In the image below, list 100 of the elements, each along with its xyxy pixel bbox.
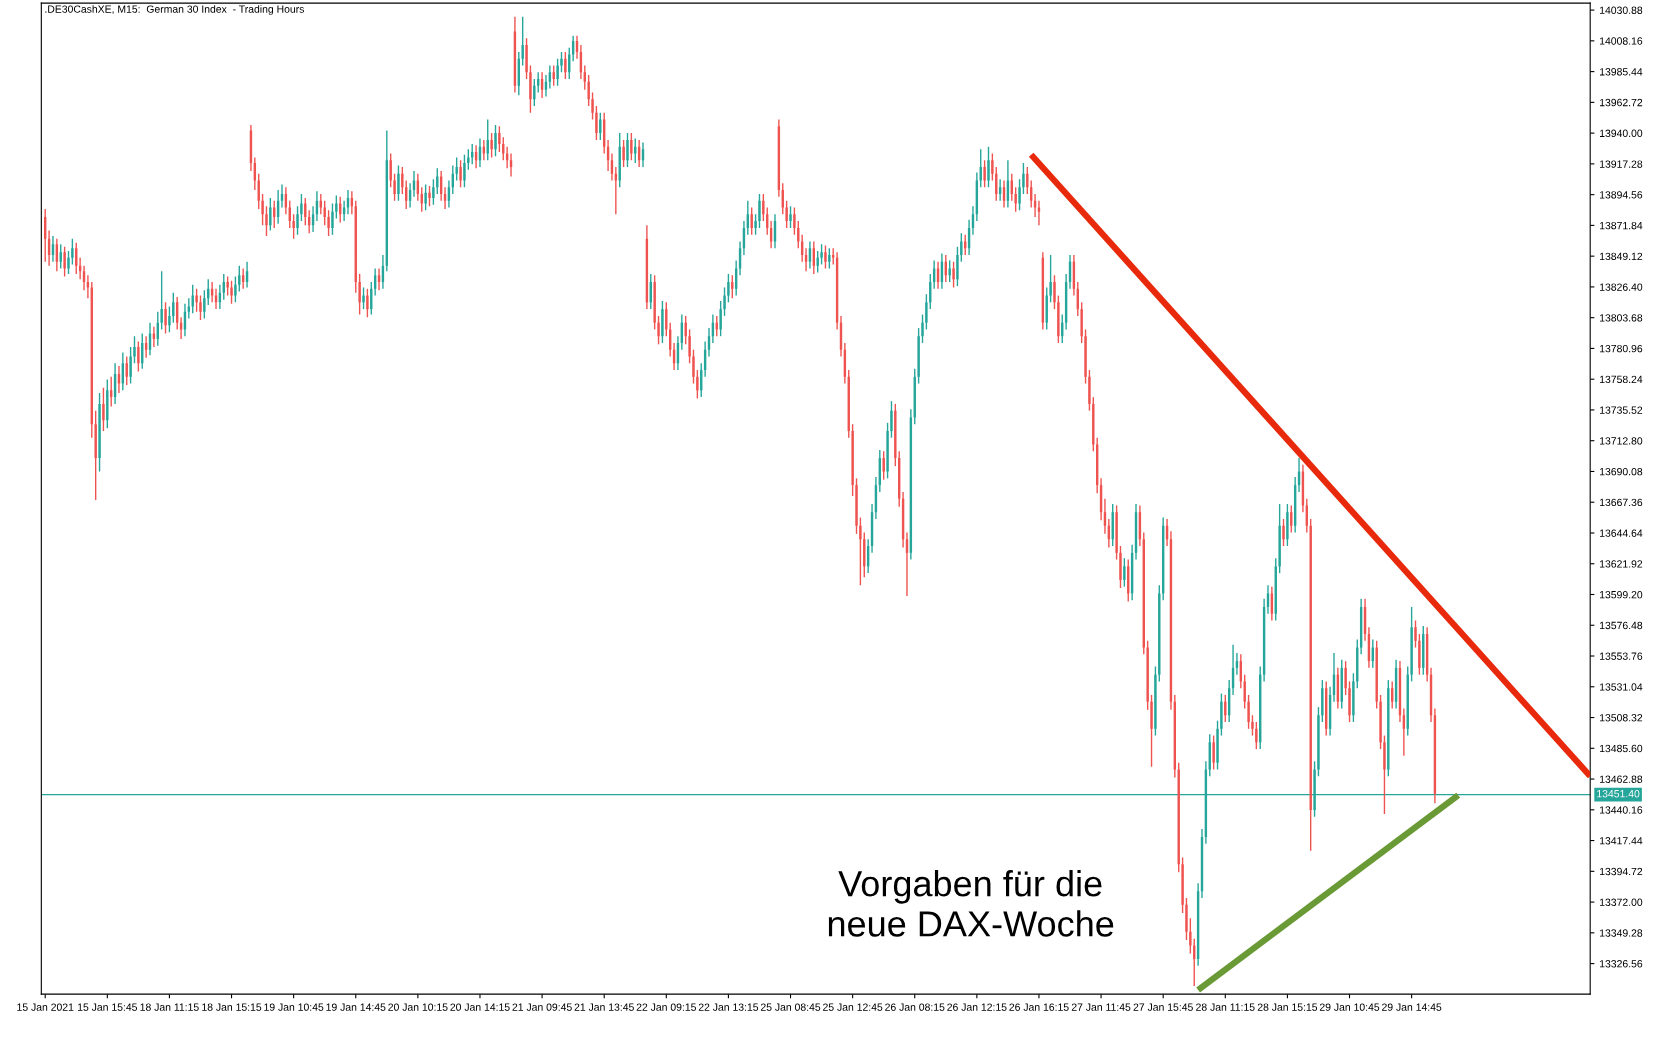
- x-tick-label: 26 Jan 08:15: [885, 1003, 945, 1011]
- candlestick: [719, 300, 722, 337]
- candlestick: [1348, 680, 1351, 723]
- y-tick-label: 13349.28: [1600, 929, 1643, 937]
- candlestick: [1387, 679, 1390, 777]
- candlestick: [521, 15, 524, 67]
- candlestick: [1220, 692, 1223, 737]
- candlestick: [71, 238, 74, 266]
- x-tick-label: 21 Jan 13:45: [574, 1003, 634, 1011]
- candlestick: [894, 403, 897, 467]
- y-tick-label: 13621.92: [1600, 560, 1643, 568]
- x-tick-label: 28 Jan 15:15: [1257, 1003, 1318, 1011]
- candlestick: [890, 400, 893, 439]
- candlestick: [917, 327, 920, 385]
- candlestick: [595, 105, 598, 141]
- candlestick: [203, 289, 206, 320]
- candlestick: [622, 139, 625, 168]
- candlestick: [1247, 694, 1250, 730]
- candlestick: [195, 288, 198, 313]
- candlestick: [793, 206, 796, 236]
- y-tick-label: 13826.40: [1600, 283, 1643, 291]
- candlestick: [1026, 166, 1029, 195]
- candlestick: [1251, 714, 1254, 737]
- y-tick-label: 13985.44: [1600, 68, 1643, 76]
- candlestick: [292, 213, 295, 240]
- candlestick: [1352, 672, 1355, 723]
- candlestick: [397, 164, 400, 202]
- candlestick: [591, 91, 594, 121]
- candlestick: [335, 194, 338, 220]
- candlestick: [1014, 186, 1017, 213]
- y-tick-label: 13735.52: [1600, 406, 1643, 414]
- candlestick: [727, 273, 730, 304]
- candlestick: [137, 340, 140, 373]
- candlestick: [855, 477, 858, 535]
- candlestick: [1414, 619, 1417, 649]
- candlestick: [1119, 545, 1122, 589]
- x-tick-label: 26 Jan 16:15: [1009, 1003, 1069, 1011]
- y-tick-label: 13871.84: [1600, 221, 1643, 230]
- candlestick: [1317, 706, 1320, 777]
- x-tick-label: 20 Jan 10:15: [388, 1003, 448, 1011]
- x-tick-label: 27 Jan 15:45: [1133, 1003, 1193, 1011]
- y-tick-label: 13917.28: [1600, 160, 1643, 168]
- candlestick: [152, 326, 156, 348]
- candlestick: [226, 275, 229, 297]
- candlestick: [459, 159, 462, 188]
- candlestick: [1150, 694, 1153, 768]
- candlestick: [168, 305, 171, 333]
- candlestick: [160, 270, 163, 331]
- candlestick: [525, 37, 528, 80]
- x-tick-label: 15 Jan 15:45: [78, 1003, 137, 1011]
- candlestick: [762, 193, 765, 222]
- candlestick: [358, 273, 361, 316]
- candlestick: [432, 178, 435, 206]
- candlestick: [366, 288, 369, 318]
- candlestick: [455, 156, 458, 182]
- candlestick: [1189, 917, 1192, 955]
- candlestick: [261, 193, 264, 226]
- candlestick: [925, 293, 928, 331]
- candlestick: [882, 450, 885, 481]
- candlestick: [234, 275, 237, 304]
- candlestick: [820, 243, 823, 266]
- candlestick: [187, 297, 191, 320]
- candlestick: [269, 197, 272, 232]
- candlestick: [67, 250, 70, 275]
- candlestick: [238, 265, 241, 293]
- candlestick: [529, 64, 532, 114]
- candlestick: [657, 315, 660, 346]
- candlestick: [1123, 557, 1126, 588]
- candlestick: [498, 125, 501, 153]
- candlestick: [98, 392, 101, 473]
- candlestick: [1088, 369, 1091, 412]
- candlestick: [630, 132, 633, 161]
- y-tick-label: 13849.12: [1600, 252, 1643, 261]
- candlestick: [1383, 734, 1386, 815]
- y-tick-label: 13940.00: [1600, 129, 1643, 137]
- candlestick: [723, 286, 726, 317]
- candlestick: [327, 209, 330, 237]
- x-tick-label: 28 Jan 11:15: [1196, 1003, 1255, 1011]
- candlestick: [1344, 660, 1347, 696]
- candlestick: [560, 51, 563, 73]
- candlestick: [1057, 294, 1060, 344]
- x-tick-label: 19 Jan 14:45: [326, 1003, 386, 1011]
- y-tick-label: 13690.08: [1600, 467, 1643, 476]
- x-tick-label: 25 Jan 08:45: [760, 1003, 821, 1011]
- y-tick-label: 13894.56: [1600, 191, 1643, 199]
- candlestick: [758, 193, 761, 229]
- candlestick: [692, 349, 695, 385]
- x-tick-label: 20 Jan 14:15: [450, 1003, 510, 1011]
- candlestick: [1255, 721, 1258, 750]
- candlestick: [331, 202, 334, 236]
- x-tick-label: 15 Jan 2021: [17, 1003, 74, 1011]
- candlestick: [1181, 856, 1184, 914]
- y-tick-label: 14008.16: [1600, 37, 1643, 45]
- y-tick-label: 13758.24: [1600, 375, 1643, 384]
- candlestick: [587, 74, 590, 107]
- candlestick: [564, 51, 567, 80]
- candlestick: [1018, 178, 1021, 211]
- y-tick-label: 13803.68: [1600, 314, 1643, 322]
- candlestick: [1115, 504, 1118, 561]
- candlestick: [1080, 301, 1083, 344]
